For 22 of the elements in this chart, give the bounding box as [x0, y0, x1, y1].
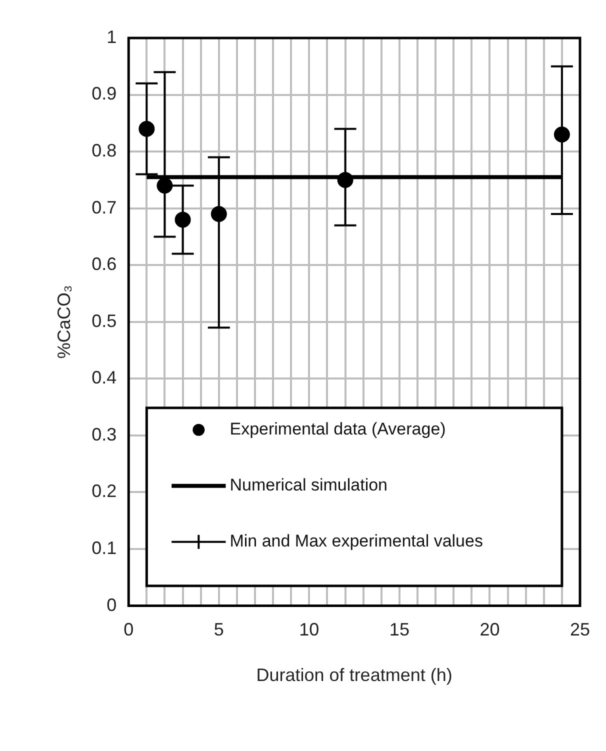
legend-label: Numerical simulation [230, 476, 388, 495]
y-axis-title: %CaCO₃ [54, 285, 74, 359]
y-tick-label: 0.1 [92, 538, 117, 558]
x-tick-label: 20 [480, 620, 500, 640]
legend-label: Min and Max experimental values [230, 532, 483, 551]
x-tick-label: 5 [214, 620, 224, 640]
y-tick-label: 0.8 [92, 140, 117, 161]
legend-label: Experimental data (Average) [230, 420, 446, 439]
y-tick-label: 0.2 [92, 481, 117, 502]
y-tick-label: 0.5 [92, 310, 117, 331]
x-axis-title: Duration of treatment (h) [256, 665, 452, 686]
y-tick-label: 1 [106, 26, 117, 47]
y-tick-label: 0.7 [92, 197, 117, 218]
y-tick-label: 0.3 [92, 424, 117, 444]
y-tick-label: 0 [106, 594, 117, 615]
y-tick-label: 0.9 [92, 84, 117, 104]
x-tick-label: 15 [389, 620, 410, 640]
y-tick-label: 0.4 [92, 368, 117, 388]
x-tick-label: 0 [124, 620, 134, 640]
x-tick-label: 25 [570, 620, 590, 640]
x-tick-label: 10 [299, 620, 320, 640]
y-tick-label: 0.6 [92, 254, 117, 274]
